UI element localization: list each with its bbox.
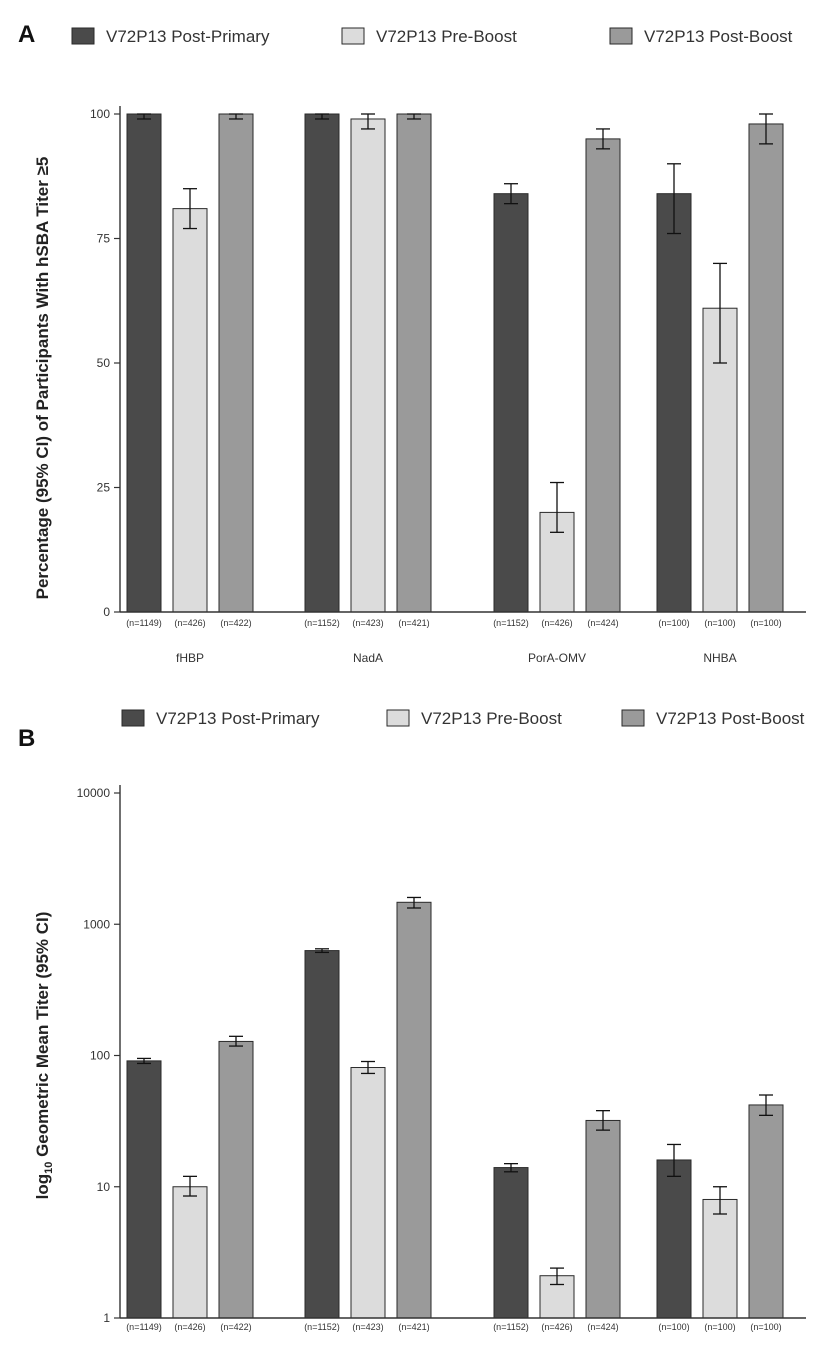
bar-nada-2 xyxy=(396,113,432,613)
category-label: NHBA xyxy=(703,651,736,665)
n-label: (n=1149) xyxy=(126,1322,162,1332)
bar-fhbp-2 xyxy=(218,113,254,613)
y-tick-label: 1000 xyxy=(83,917,110,931)
n-label: (n=1152) xyxy=(493,1322,529,1332)
n-label: (n=100) xyxy=(704,1322,735,1332)
n-label: (n=421) xyxy=(398,618,429,628)
bar-nhba-0 xyxy=(656,1159,692,1319)
bar-fhbp-0 xyxy=(126,1060,162,1319)
n-label: (n=1152) xyxy=(304,618,340,628)
y-axis-label-rest: Geometric Mean Titer (95% CI) xyxy=(33,912,52,1162)
n-label: (n=426) xyxy=(541,618,572,628)
bar-nada-0 xyxy=(304,950,340,1319)
panel-label: B xyxy=(18,725,35,752)
n-label: (n=426) xyxy=(174,1322,205,1332)
legend-swatch-0 xyxy=(121,709,145,727)
category-label: fHBP xyxy=(176,651,204,665)
y-tick-label: 25 xyxy=(97,481,111,495)
bar-nhba-1 xyxy=(702,1198,738,1319)
n-label: (n=422) xyxy=(220,1322,251,1332)
n-label: (n=1149) xyxy=(126,618,162,628)
category-label: NadA xyxy=(353,651,383,665)
legend-swatch-0 xyxy=(71,27,95,45)
bar-pora-omv-0 xyxy=(493,1167,529,1319)
category-label: PorA-OMV xyxy=(528,651,586,665)
n-label: (n=100) xyxy=(658,618,689,628)
n-label: (n=424) xyxy=(587,618,618,628)
n-label: (n=424) xyxy=(587,1322,618,1332)
y-tick-label: 100 xyxy=(90,1049,110,1063)
legend-swatch-2 xyxy=(609,27,633,45)
legend-swatch-1 xyxy=(341,27,365,45)
y-tick-label: 0 xyxy=(103,605,110,619)
bar-fhbp-2 xyxy=(218,1040,254,1319)
n-label: (n=426) xyxy=(174,618,205,628)
bar-nada-2 xyxy=(396,901,432,1319)
bar-nada-1 xyxy=(350,118,386,613)
y-tick-label: 10 xyxy=(97,1180,111,1194)
legend-swatch-1 xyxy=(386,709,410,727)
y-axis-label-log: log xyxy=(33,1174,52,1200)
legend-label: V72P13 Pre-Boost xyxy=(421,709,562,728)
legend-label: V72P13 Post-Boost xyxy=(644,27,793,46)
y-tick-label: 100 xyxy=(90,107,110,121)
bar-nhba-0 xyxy=(656,193,692,613)
bar-nada-0 xyxy=(304,113,340,613)
panel-label: A xyxy=(18,21,35,48)
legend-swatch-2 xyxy=(621,709,645,727)
n-label: (n=100) xyxy=(750,618,781,628)
y-tick-label: 1 xyxy=(103,1311,110,1325)
n-label: (n=423) xyxy=(352,1322,383,1332)
y-tick-label: 75 xyxy=(97,232,111,246)
n-label: (n=426) xyxy=(541,1322,572,1332)
n-label: (n=1152) xyxy=(304,1322,340,1332)
bar-pora-omv-0 xyxy=(493,193,529,613)
bar-pora-omv-2 xyxy=(585,1119,621,1319)
bar-fhbp-1 xyxy=(172,1186,208,1319)
legend-label: V72P13 Post-Boost xyxy=(656,709,805,728)
legend-label: V72P13 Pre-Boost xyxy=(376,27,517,46)
y-axis-label: log10 Geometric Mean Titer (95% CI) xyxy=(33,912,55,1200)
legend-label: V72P13 Post-Primary xyxy=(106,27,270,46)
bar-nada-1 xyxy=(350,1067,386,1319)
bar-pora-omv-2 xyxy=(585,138,621,613)
n-label: (n=423) xyxy=(352,618,383,628)
n-label: (n=421) xyxy=(398,1322,429,1332)
n-label: (n=100) xyxy=(658,1322,689,1332)
bar-nhba-2 xyxy=(748,1104,784,1319)
n-label: (n=100) xyxy=(704,618,735,628)
bar-fhbp-1 xyxy=(172,208,208,613)
n-label: (n=100) xyxy=(750,1322,781,1332)
y-axis-label: Percentage (95% CI) of Participants With… xyxy=(33,157,52,600)
n-label: (n=1152) xyxy=(493,618,529,628)
legend-label: V72P13 Post-Primary xyxy=(156,709,320,728)
bar-fhbp-0 xyxy=(126,113,162,613)
y-tick-label: 50 xyxy=(97,356,111,370)
y-tick-label: 10000 xyxy=(77,786,111,800)
bar-nhba-2 xyxy=(748,123,784,613)
y-axis-label-subscript: 10 xyxy=(43,1162,55,1174)
n-label: (n=422) xyxy=(220,618,251,628)
